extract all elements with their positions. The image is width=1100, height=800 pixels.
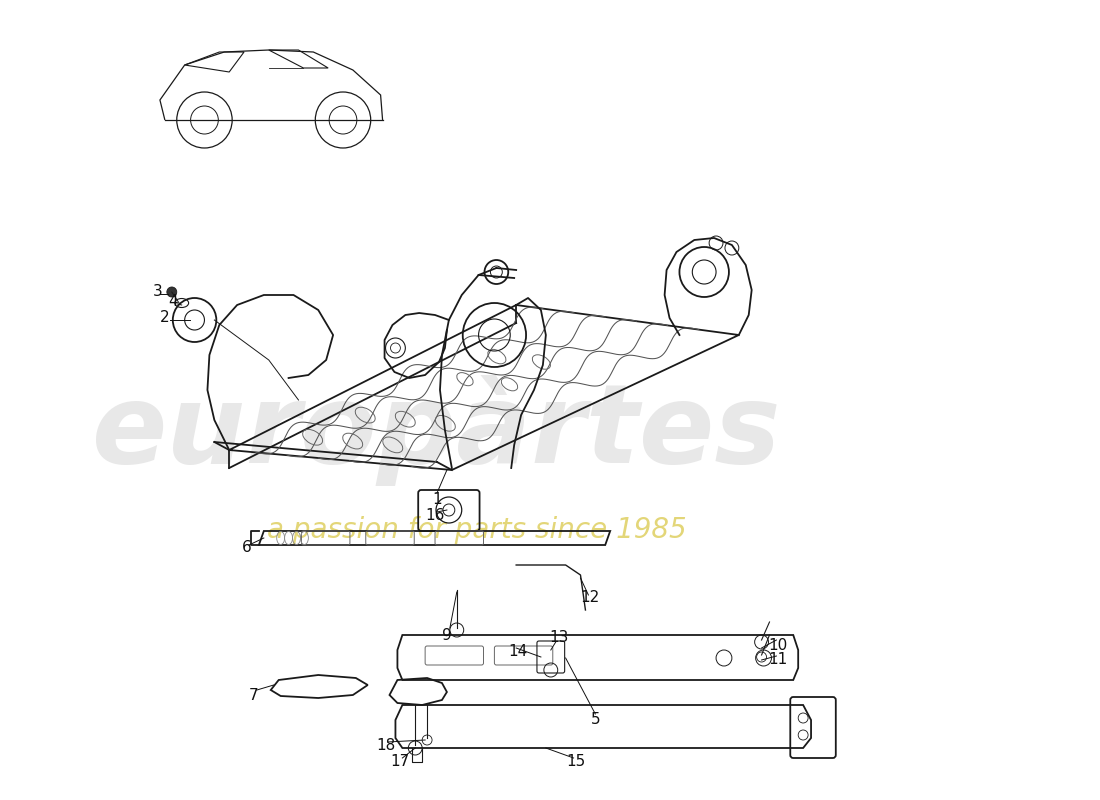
Text: 14: 14	[508, 645, 528, 659]
Text: 2: 2	[161, 310, 169, 326]
Text: 1: 1	[432, 493, 442, 507]
Text: 5: 5	[591, 713, 601, 727]
Text: 16: 16	[426, 507, 444, 522]
Text: 3: 3	[153, 285, 163, 299]
Text: europàrtes: europàrtes	[92, 374, 782, 486]
Text: 9: 9	[442, 627, 452, 642]
Text: 7: 7	[249, 687, 258, 702]
Text: 6: 6	[242, 541, 252, 555]
Text: 10: 10	[769, 638, 788, 653]
Circle shape	[167, 287, 177, 297]
Text: 17: 17	[390, 754, 410, 770]
Text: 18: 18	[376, 738, 395, 753]
Text: 4: 4	[168, 294, 177, 310]
Text: a passion for parts since 1985: a passion for parts since 1985	[267, 516, 686, 544]
Text: 11: 11	[769, 653, 788, 667]
Text: 13: 13	[549, 630, 569, 645]
Text: 15: 15	[565, 754, 585, 770]
Text: 12: 12	[581, 590, 600, 606]
